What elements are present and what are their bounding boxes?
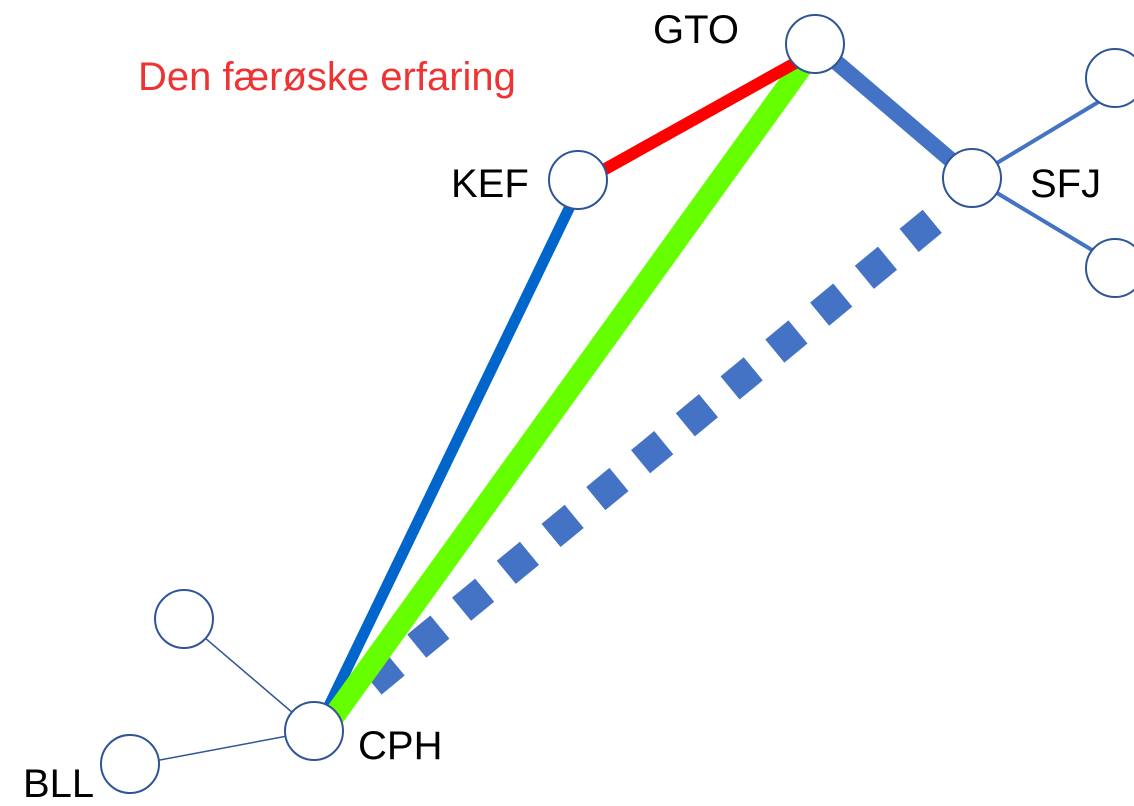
- node-kef: [548, 150, 608, 210]
- node-gto: [785, 14, 845, 74]
- node-lower-right: [1085, 238, 1134, 298]
- edge-gto-sfj: [809, 37, 978, 185]
- edge-cph-kef: [322, 193, 580, 713]
- label-gto: GTO: [653, 8, 739, 52]
- node-cph: [284, 701, 344, 761]
- label-cph: CPH: [358, 724, 443, 768]
- label-kef: KEF: [451, 162, 529, 206]
- node-upper-right: [1085, 48, 1134, 108]
- node-bll: [100, 734, 160, 794]
- edge-cph-sfj-dotted: [362, 198, 956, 695]
- diagram-title: Den færøske erfaring: [138, 55, 516, 99]
- edge-cph-gto: [325, 55, 814, 723]
- node-sfj: [942, 148, 1002, 208]
- edge-kef-gto: [579, 51, 809, 188]
- label-sfj: SFJ: [1030, 162, 1102, 206]
- label-bll: BLL: [23, 762, 95, 806]
- node-upper-left: [154, 589, 214, 649]
